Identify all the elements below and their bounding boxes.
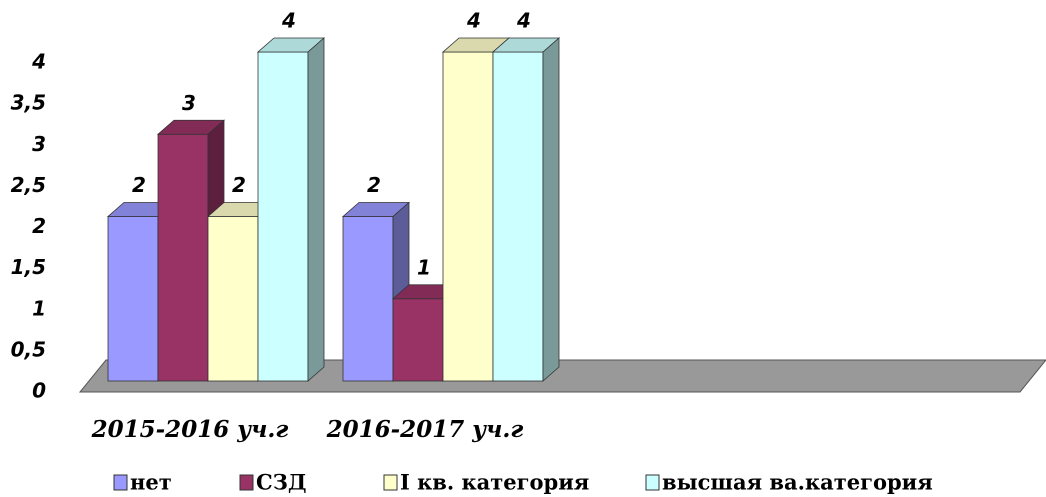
data-label: 2 — [132, 173, 146, 197]
legend-label: СЗД — [256, 470, 307, 495]
y-tick-label: 0 — [32, 379, 46, 403]
x-tick-label: 2015-2016 уч.г — [91, 416, 289, 443]
legend-swatch — [383, 474, 398, 491]
y-tick-label: 0,5 — [11, 337, 46, 361]
data-label: 2 — [367, 173, 381, 197]
legend-label: высшая ва.категория — [662, 470, 933, 495]
legend-label: нет — [130, 470, 172, 495]
bar — [207, 216, 259, 382]
y-tick-label: 1 — [32, 296, 46, 320]
x-tick-label: 2016-2017 уч.г — [326, 416, 524, 443]
data-label: 4 — [516, 9, 531, 33]
bar — [442, 51, 494, 382]
bar-side — [542, 37, 560, 382]
legend-swatch — [645, 474, 660, 491]
y-tick-label: 3 — [32, 132, 46, 156]
bar — [107, 216, 159, 382]
y-tick-label: 4 — [31, 50, 46, 74]
y-tick-label: 2,5 — [11, 173, 46, 197]
legend-swatch — [113, 474, 128, 491]
bar — [492, 51, 544, 382]
y-tick-label: 3,5 — [11, 91, 46, 115]
bar — [342, 216, 394, 382]
data-label: 2 — [232, 173, 246, 197]
y-tick-label: 1,5 — [11, 255, 46, 279]
bar — [392, 298, 444, 382]
bar-side — [307, 37, 325, 382]
data-label: 4 — [466, 9, 481, 33]
data-label: 4 — [281, 9, 296, 33]
y-tick-label: 2 — [32, 214, 46, 238]
bar — [257, 51, 309, 382]
legend-label: I кв. категория — [400, 470, 589, 495]
bar — [157, 133, 209, 382]
legend-swatch — [239, 474, 254, 491]
data-label: 3 — [182, 91, 196, 115]
data-label: 1 — [417, 255, 431, 279]
